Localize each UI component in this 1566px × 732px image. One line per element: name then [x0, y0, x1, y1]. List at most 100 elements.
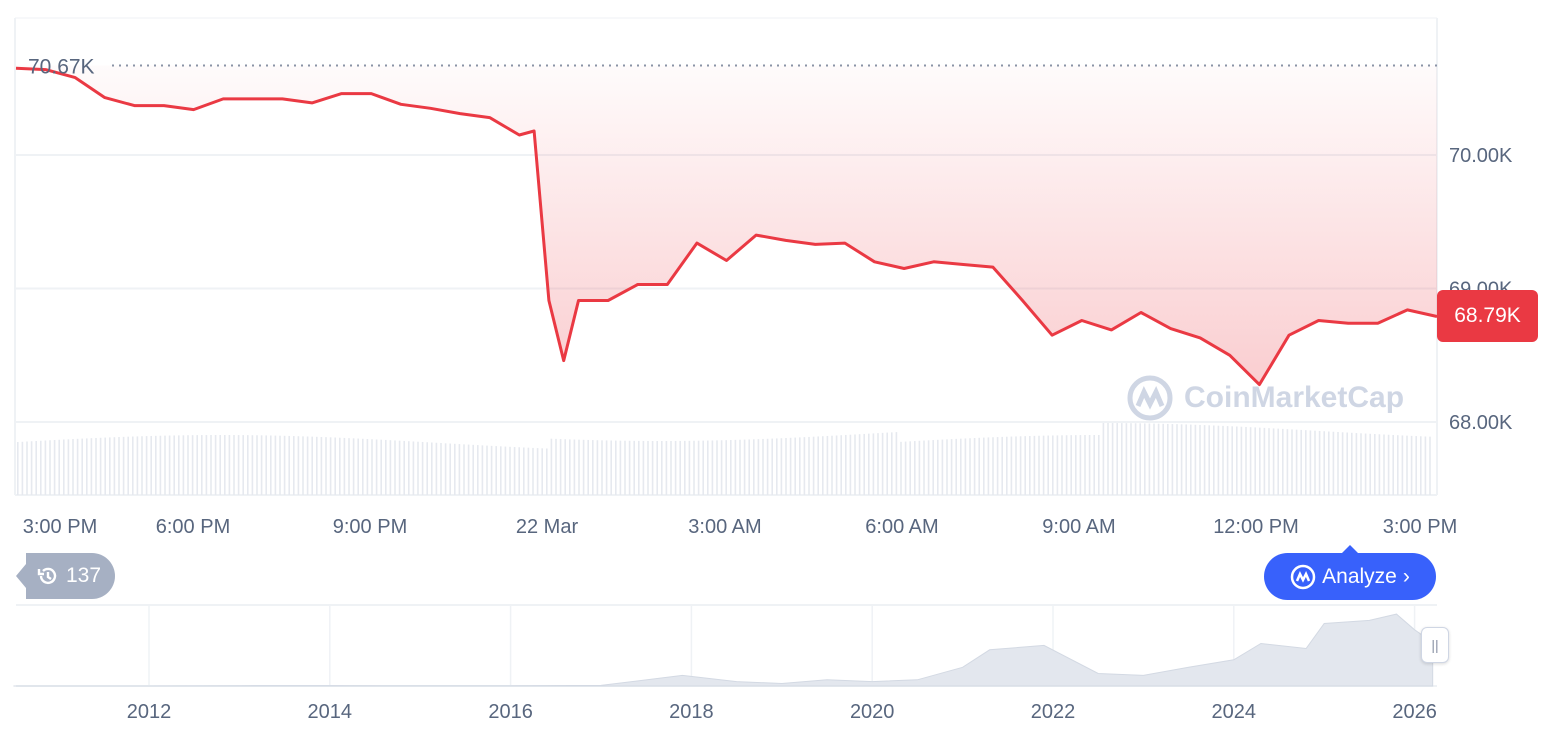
- volume-bar: [274, 435, 277, 495]
- volume-bar: [849, 434, 852, 495]
- navigator-handle[interactable]: ||: [1421, 627, 1449, 663]
- analyze-button[interactable]: Analyze ›: [1264, 545, 1436, 600]
- history-icon: [37, 567, 57, 585]
- volume-bar: [1231, 426, 1233, 495]
- volume-bar: [964, 438, 967, 495]
- volume-bar: [812, 436, 815, 495]
- history-button[interactable]: 137: [16, 553, 116, 599]
- volume-bar: [145, 436, 148, 495]
- volume-bar: [1309, 430, 1312, 495]
- volume-bar: [191, 435, 194, 495]
- volume-bar: [628, 440, 631, 495]
- volume-bar: [1024, 436, 1026, 495]
- volume-bar: [472, 444, 474, 495]
- watermark-text: CoinMarketCap: [1184, 381, 1405, 414]
- volume-bar: [734, 439, 737, 495]
- volume-bar: [845, 434, 847, 495]
- volume-bar: [63, 439, 65, 495]
- navigator-tick-label: 2014: [308, 701, 353, 723]
- volume-bar: [1102, 423, 1105, 495]
- volume-bar: [1194, 424, 1197, 495]
- navigator-tick-label: 2012: [127, 701, 172, 723]
- volume-bar: [109, 437, 111, 495]
- volume-bar: [1364, 433, 1367, 495]
- volume-bar: [808, 436, 810, 495]
- volume-bar: [504, 446, 507, 495]
- volume-bar: [684, 440, 686, 495]
- volume-bar: [293, 436, 295, 495]
- volume-bar: [477, 445, 479, 495]
- volume-bar: [789, 437, 792, 495]
- volume-bar: [826, 435, 829, 495]
- volume-bar: [1314, 430, 1316, 495]
- volume-bar: [610, 440, 612, 495]
- volume-bar: [1397, 435, 1399, 495]
- volume-bar: [674, 440, 677, 495]
- volume-bar: [1208, 425, 1210, 495]
- x-tick-label: 22 Mar: [516, 516, 579, 538]
- volume-bar: [1001, 436, 1003, 495]
- volume-bar: [762, 438, 764, 495]
- volume-bar: [251, 435, 254, 495]
- volume-bar: [863, 433, 865, 495]
- y-tick-label: 70.00K: [1449, 145, 1513, 167]
- navigator-tick-label: 2020: [850, 701, 895, 723]
- volume-bar: [1065, 435, 1068, 495]
- volume-bar: [1056, 435, 1059, 495]
- volume-bar: [334, 437, 336, 495]
- volume-bar: [1272, 428, 1275, 495]
- volume-bar: [1079, 435, 1082, 495]
- volume-bar: [835, 435, 838, 495]
- volume-bar: [311, 436, 313, 495]
- volume-bar: [1222, 425, 1224, 495]
- volume-bar: [987, 437, 990, 495]
- volume-bar: [693, 440, 695, 495]
- volume-bar: [1047, 435, 1049, 495]
- history-count: 137: [66, 564, 102, 587]
- volume-bar: [1093, 435, 1095, 495]
- volume-bar: [803, 437, 806, 495]
- volume-bar: [467, 444, 470, 495]
- volume-bar: [960, 438, 962, 495]
- coinmarketcap-logo-icon: [1127, 375, 1173, 421]
- volume-bar: [918, 440, 921, 495]
- volume-bar: [182, 435, 185, 495]
- volume-bar: [164, 435, 166, 495]
- volume-bar: [435, 442, 438, 495]
- volume-bar: [822, 436, 824, 495]
- volume-bar: [564, 439, 566, 495]
- volume-bar: [881, 432, 884, 495]
- volume-bar: [214, 435, 217, 495]
- volume-bar: [605, 440, 608, 495]
- volume-bar: [1075, 435, 1077, 495]
- volume-bar: [490, 445, 493, 495]
- volume-bar: [141, 436, 143, 495]
- volume-bar: [670, 440, 672, 495]
- volume-bar: [72, 439, 74, 495]
- volume-bar: [642, 440, 645, 495]
- volume-bar: [1010, 436, 1013, 495]
- volume-bar: [495, 446, 497, 495]
- volume-bar: [49, 440, 51, 495]
- volume-bar: [440, 443, 442, 495]
- volume-bar: [909, 441, 911, 495]
- volume-bar: [389, 440, 392, 495]
- volume-bar: [426, 442, 428, 495]
- volume-bar: [1429, 436, 1431, 495]
- volume-bar: [237, 435, 240, 495]
- volume-bar: [283, 435, 286, 495]
- volume-bar: [316, 436, 318, 495]
- volume-bar: [1052, 435, 1054, 495]
- volume-bar: [306, 436, 309, 495]
- volume-bar: [941, 439, 944, 495]
- volume-bar: [398, 440, 401, 495]
- volume-bar: [1374, 434, 1376, 495]
- volume-bar: [1286, 429, 1289, 495]
- volume-bar: [288, 435, 290, 495]
- volume-bar: [458, 444, 461, 495]
- volume-bar: [444, 443, 447, 495]
- volume-bar: [159, 435, 162, 495]
- volume-bar: [118, 437, 120, 495]
- volume-bar: [615, 440, 617, 495]
